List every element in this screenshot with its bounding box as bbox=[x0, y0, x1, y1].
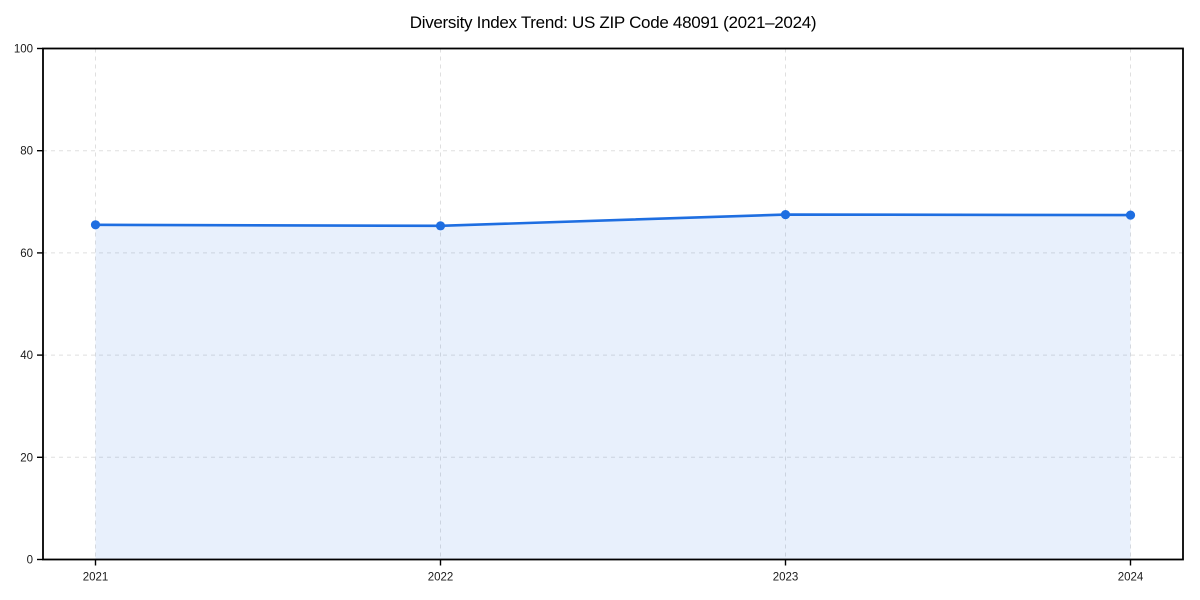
chart-title: Diversity Index Trend: US ZIP Code 48091… bbox=[409, 13, 817, 32]
x-axis-tick-label: 2021 bbox=[83, 572, 109, 584]
x-axis-tick-label: 2024 bbox=[1118, 572, 1144, 584]
y-axis-tick-label: 100 bbox=[14, 44, 33, 56]
y-axis-tick-label: 80 bbox=[20, 146, 33, 158]
area-fill bbox=[95, 214, 1131, 560]
y-axis-tick-label: 0 bbox=[27, 555, 33, 567]
plot-border bbox=[42, 47, 1184, 561]
y-axis-tick-label: 60 bbox=[20, 248, 33, 260]
data-point-marker bbox=[435, 221, 446, 231]
x-axis-tick-label: 2023 bbox=[773, 572, 799, 584]
y-axis-tick-label: 40 bbox=[20, 350, 33, 362]
data-point-marker bbox=[90, 220, 101, 230]
data-point-marker bbox=[780, 209, 791, 220]
trend-line bbox=[94, 213, 1132, 228]
y-axis-tick-label: 20 bbox=[20, 452, 33, 464]
data-point-marker bbox=[1125, 210, 1136, 220]
x-axis-tick-label: 2022 bbox=[428, 572, 454, 584]
